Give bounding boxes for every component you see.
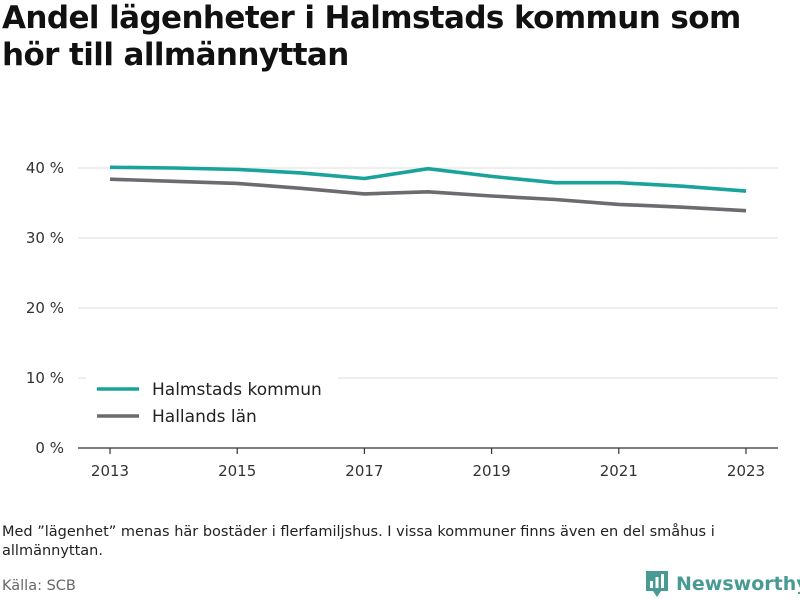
y-tick-label: 20 % (26, 299, 64, 317)
y-tick-label: 0 % (35, 439, 64, 457)
x-axis (78, 447, 778, 454)
x-tick-labels: 2013 2015 2017 2019 2021 2023 (91, 462, 765, 480)
series-line-halmstads-kommun (109, 165, 747, 193)
legend: Halmstads kommun Hallands län (86, 374, 338, 434)
legend-label: Halmstads kommun (152, 380, 322, 400)
x-tick-label: 2021 (600, 462, 638, 480)
legend-label: Hallands län (152, 407, 257, 427)
line-chart: 0 % 10 % 20 % 30 % 40 % 2013 2015 2017 2019 2021… (26, 159, 778, 480)
y-tick-label: 30 % (26, 229, 64, 247)
series-lines (109, 165, 747, 213)
y-tick-label: 40 % (26, 159, 64, 177)
brand-name: Newsworthy (676, 573, 800, 595)
footnote: Med ”lägenhet” menas här bostäder i fler… (2, 524, 715, 559)
y-tick-labels: 0 % 10 % 20 % 30 % 40 % (26, 159, 64, 457)
y-tick-label: 10 % (26, 369, 64, 387)
chart-title: Andel lägenheter i Halmstads kommun som … (2, 0, 741, 73)
newsworthy-logo-icon (646, 571, 668, 597)
x-tick-label: 2017 (345, 462, 383, 480)
brand-logo: Newsworthy (644, 569, 800, 599)
x-tick-label: 2015 (218, 462, 256, 480)
x-tick-label: 2019 (473, 462, 511, 480)
legend-background (86, 374, 338, 434)
x-tick-label: 2023 (727, 462, 765, 480)
grid-lines (78, 167, 778, 379)
x-tick-label: 2013 (91, 462, 129, 480)
series-line-hallands-lan (109, 177, 747, 213)
source-label: Källa: SCB (2, 578, 76, 594)
